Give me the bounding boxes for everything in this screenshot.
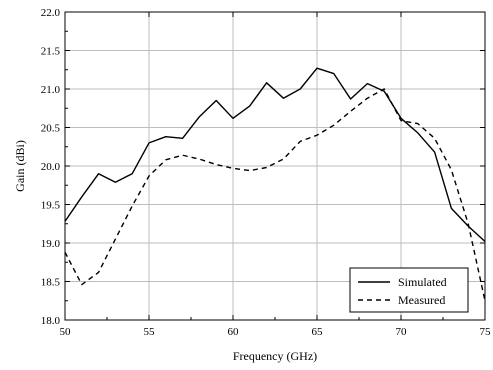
x-tick-label-1: 55 [144, 326, 156, 338]
y-tick-label-6: 21.0 [41, 84, 61, 96]
x-tick-label-5: 75 [480, 326, 492, 338]
series-line-measured [64, 88, 486, 301]
x-axis-title: Frequency (GHz) [233, 349, 317, 363]
y-axis-title: Gain (dBi) [13, 140, 27, 192]
y-tick-label-2: 19.0 [41, 238, 61, 250]
y-tick-label-0: 18.0 [41, 315, 61, 327]
x-tick-label-2: 60 [228, 326, 240, 338]
legend-box [349, 267, 469, 313]
y-tick-label-1: 18.5 [41, 277, 61, 289]
x-tick-label-0: 50 [60, 326, 72, 338]
series-line-simulated [64, 67, 486, 243]
y-tick-label-3: 19.5 [41, 200, 61, 212]
y-tick-label-7: 21.5 [41, 46, 61, 58]
y-tick-label-5: 20.5 [41, 123, 61, 135]
x-tick-label-4: 70 [396, 326, 408, 338]
legend-label-measured: Measured [398, 293, 445, 307]
y-tick-label-8: 22.0 [41, 7, 61, 19]
legend-label-simulated: Simulated [398, 275, 447, 289]
x-tick-label-3: 65 [312, 326, 324, 338]
y-tick-label-4: 20.0 [41, 161, 61, 173]
